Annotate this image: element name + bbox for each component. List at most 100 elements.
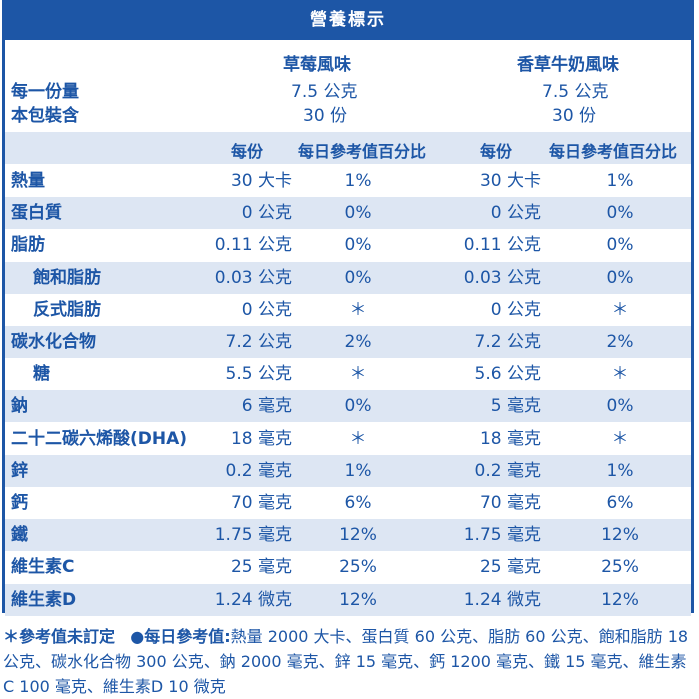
flavor-2-amount: 5.6 公克 bbox=[474, 364, 541, 385]
flavor-1-amount: 25 毫克 bbox=[230, 557, 292, 578]
flavor-2-amount: 1.24 微克 bbox=[463, 589, 541, 610]
nutrient-row: 飽和脂肪 0.03 公克 0% 0.03 公克 0% bbox=[5, 261, 691, 294]
serving-size-label: 每一份量 bbox=[11, 82, 79, 102]
nutrient-row: 糖 5.5 公克 ＊ 5.6 公克 ＊ bbox=[5, 358, 691, 390]
flavor-2-amount: 1.75 毫克 bbox=[463, 525, 541, 546]
flavor-2-amount: 0.2 毫克 bbox=[474, 460, 541, 481]
flavor-2-amount: 0.03 公克 bbox=[463, 267, 541, 288]
flavor-2-amount: 0.11 公克 bbox=[463, 235, 541, 256]
nutrient-row: 碳水化合物 7.2 公克 2% 7.2 公克 2% bbox=[5, 326, 691, 358]
flavor-1-dv-percent: 1% bbox=[344, 171, 372, 191]
nutrient-name: 鈣 bbox=[11, 493, 28, 513]
flavor-1-serving-count: 30 份 bbox=[303, 106, 348, 126]
nutrient-row: 脂肪 0.11 公克 0% 0.11 公克 0% bbox=[5, 229, 691, 261]
nutrient-name: 鈉 bbox=[11, 396, 28, 417]
nutrient-name: 維生素D bbox=[11, 589, 77, 610]
flavor-1-dv-percent: 12% bbox=[339, 525, 377, 546]
footnote: ＊參考值未訂定 ●每日參考值:熱量 2000 大卡、蛋白質 60 公克、脂肪 6… bbox=[3, 624, 695, 699]
col-header-dv-1: 每日參考值百分比 bbox=[298, 142, 427, 161]
flavor-2-dv-percent: 12% bbox=[601, 525, 639, 546]
flavor-1-header: 草莓風味 bbox=[283, 55, 351, 75]
flavor-2-amount: 30 大卡 bbox=[479, 171, 541, 191]
nutrient-row: 熱量 30 大卡 1% 30 大卡 1% bbox=[5, 165, 691, 197]
flavor-1-amount: 0 公克 bbox=[241, 203, 292, 224]
nutrient-name: 二十二碳六烯酸(DHA) bbox=[11, 428, 188, 449]
flavor-1-dv-percent: 6% bbox=[344, 493, 372, 513]
flavor-1-amount: 7.2 公克 bbox=[225, 332, 292, 352]
flavor-2-amount: 18 毫克 bbox=[479, 428, 541, 449]
nutrient-row: 鐵 1.75 毫克 12% 1.75 毫克 12% bbox=[5, 519, 691, 552]
nutrient-name: 脂肪 bbox=[11, 235, 45, 256]
nutrient-row: 反式脂肪 0 公克 ＊ 0 公克 ＊ bbox=[5, 294, 691, 326]
flavor-2-dv-percent: 2% bbox=[606, 332, 634, 352]
flavor-1-amount: 70 毫克 bbox=[230, 493, 292, 513]
flavor-1-amount: 18 毫克 bbox=[230, 428, 292, 449]
flavor-2-amount: 7.2 公克 bbox=[474, 332, 541, 352]
nutrient-name: 碳水化合物 bbox=[11, 332, 96, 352]
flavor-1-dv-percent: ＊ bbox=[349, 428, 367, 449]
flavor-1-dv-percent: ＊ bbox=[349, 364, 367, 385]
nutrient-row: 二十二碳六烯酸(DHA) 18 毫克 ＊ 18 毫克 ＊ bbox=[5, 423, 691, 455]
flavor-1-dv-percent: 2% bbox=[344, 332, 372, 352]
nutrition-title: 營養標示 bbox=[5, 0, 691, 40]
col-header-dv-2: 每日參考值百分比 bbox=[549, 142, 678, 161]
col-header-per-serving-2: 每份 bbox=[480, 142, 513, 161]
flavor-1-amount: 1.75 毫克 bbox=[214, 525, 292, 546]
flavor-1-amount: 6 毫克 bbox=[241, 396, 292, 417]
nutrient-name: 反式脂肪 bbox=[33, 299, 101, 320]
flavor-1-amount: 0.11 公克 bbox=[214, 235, 292, 256]
flavor-2-dv-percent: 0% bbox=[606, 235, 634, 256]
flavor-1-dv-percent: 0% bbox=[344, 203, 372, 224]
flavor-1-amount: 0 公克 bbox=[241, 299, 292, 320]
nutrient-row: 蛋白質 0 公克 0% 0 公克 0% bbox=[5, 197, 691, 230]
flavor-2-dv-percent: 0% bbox=[606, 267, 634, 288]
flavor-1-dv-percent: 0% bbox=[344, 235, 372, 256]
flavor-1-dv-percent: 1% bbox=[344, 460, 372, 481]
flavor-1-dv-percent: 25% bbox=[339, 557, 377, 578]
nutrient-name: 蛋白質 bbox=[11, 203, 62, 224]
nutrient-row: 鈣 70 毫克 6% 70 毫克 6% bbox=[5, 487, 691, 519]
flavor-2-dv-percent: ＊ bbox=[611, 364, 629, 385]
nutrient-row: 維生素C 25 毫克 25% 25 毫克 25% bbox=[5, 551, 691, 583]
flavor-1-amount: 5.5 公克 bbox=[225, 364, 292, 385]
flavor-1-amount: 1.24 微克 bbox=[214, 589, 292, 610]
footnote-dv-label: ●每日參考值: bbox=[130, 627, 231, 646]
footnote-star-note: ＊參考值未訂定 bbox=[3, 627, 116, 646]
flavor-2-dv-percent: 0% bbox=[606, 396, 634, 417]
flavor-2-amount: 70 毫克 bbox=[479, 493, 541, 513]
flavor-2-dv-percent: 1% bbox=[606, 171, 634, 191]
footnote-dv-text: 熱量 2000 大卡、蛋白質 60 公克、脂肪 60 公克、飽和脂肪 18 公克… bbox=[3, 627, 689, 696]
flavor-1-amount: 0.2 毫克 bbox=[225, 460, 292, 481]
flavor-2-amount: 5 毫克 bbox=[490, 396, 541, 417]
flavor-2-amount: 0 公克 bbox=[490, 203, 541, 224]
flavor-2-serving-size: 7.5 公克 bbox=[542, 82, 609, 102]
flavor-1-dv-percent: 0% bbox=[344, 267, 372, 288]
nutrient-row: 鋅 0.2 毫克 1% 0.2 毫克 1% bbox=[5, 454, 691, 487]
flavor-2-dv-percent: 0% bbox=[606, 203, 634, 224]
flavor-1-dv-percent: ＊ bbox=[349, 299, 367, 320]
nutrition-facts-panel: 營養標示 草莓風味 香草牛奶風味 每一份量 本包裝含 7.5 公克 30 份 7… bbox=[2, 0, 694, 616]
flavor-1-serving-size: 7.5 公克 bbox=[291, 82, 358, 102]
column-header-band bbox=[5, 132, 691, 164]
flavor-2-amount: 25 毫克 bbox=[479, 557, 541, 578]
flavor-1-dv-percent: 12% bbox=[339, 589, 377, 610]
nutrient-name: 熱量 bbox=[11, 171, 45, 191]
flavor-2-serving-count: 30 份 bbox=[552, 106, 597, 126]
nutrient-name: 糖 bbox=[33, 364, 50, 385]
flavor-2-dv-percent: 25% bbox=[601, 557, 639, 578]
flavor-2-dv-percent: 12% bbox=[601, 589, 639, 610]
col-header-per-serving-1: 每份 bbox=[231, 142, 264, 161]
flavor-2-amount: 0 公克 bbox=[490, 299, 541, 320]
nutrient-name: 維生素C bbox=[11, 557, 75, 578]
flavor-2-header: 香草牛奶風味 bbox=[517, 55, 619, 75]
flavor-2-dv-percent: 6% bbox=[606, 493, 634, 513]
nutrient-name: 鐵 bbox=[11, 525, 28, 546]
flavor-2-dv-percent: ＊ bbox=[611, 428, 629, 449]
nutrient-row: 維生素D 1.24 微克 12% 1.24 微克 12% bbox=[5, 583, 691, 616]
flavor-2-dv-percent: 1% bbox=[606, 460, 634, 481]
nutrient-name: 鋅 bbox=[11, 460, 28, 481]
flavor-1-amount: 0.03 公克 bbox=[214, 267, 292, 288]
flavor-1-amount: 30 大卡 bbox=[230, 171, 292, 191]
flavor-1-dv-percent: 0% bbox=[344, 396, 372, 417]
serving-count-label: 本包裝含 bbox=[11, 106, 79, 126]
